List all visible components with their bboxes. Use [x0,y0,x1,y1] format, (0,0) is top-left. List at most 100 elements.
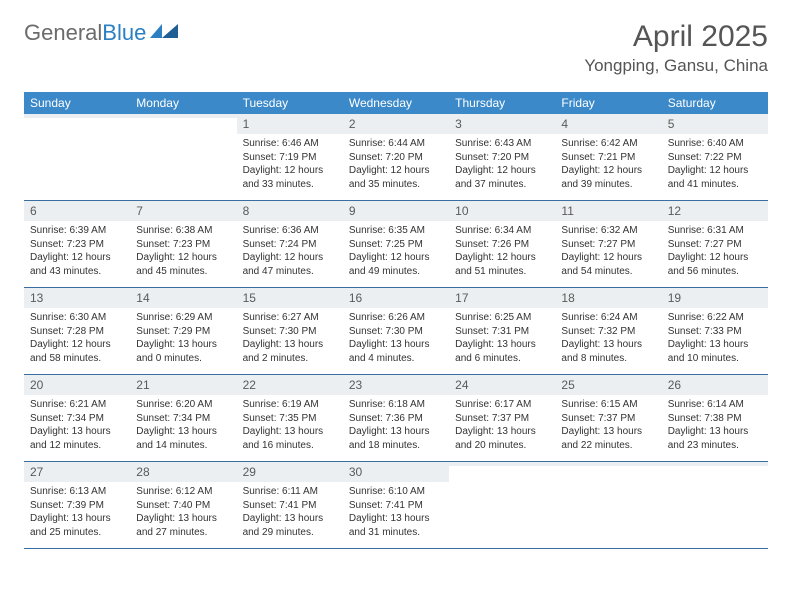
sunrise-text: Sunrise: 6:46 AM [243,137,337,151]
sunset-text: Sunset: 7:36 PM [349,412,443,426]
day-content: Sunrise: 6:10 AMSunset: 7:41 PMDaylight:… [343,482,449,544]
week-row: 13Sunrise: 6:30 AMSunset: 7:28 PMDayligh… [24,288,768,375]
day-content: Sunrise: 6:27 AMSunset: 7:30 PMDaylight:… [237,308,343,370]
sunset-text: Sunset: 7:31 PM [455,325,549,339]
sunrise-text: Sunrise: 6:17 AM [455,398,549,412]
sunset-text: Sunset: 7:23 PM [30,238,124,252]
daylight-text: Daylight: 13 hours and 4 minutes. [349,338,443,365]
day-cell: 25Sunrise: 6:15 AMSunset: 7:37 PMDayligh… [555,375,661,461]
page-title: April 2025 [584,20,768,54]
day-cell: 12Sunrise: 6:31 AMSunset: 7:27 PMDayligh… [662,201,768,287]
weekday-saturday: Saturday [662,92,768,114]
sunrise-text: Sunrise: 6:42 AM [561,137,655,151]
sunrise-text: Sunrise: 6:24 AM [561,311,655,325]
day-cell: 17Sunrise: 6:25 AMSunset: 7:31 PMDayligh… [449,288,555,374]
day-cell: 27Sunrise: 6:13 AMSunset: 7:39 PMDayligh… [24,462,130,548]
day-number: 22 [237,375,343,395]
sunrise-text: Sunrise: 6:31 AM [668,224,762,238]
day-number: 21 [130,375,236,395]
day-number: 15 [237,288,343,308]
day-number: 2 [343,114,449,134]
sunrise-text: Sunrise: 6:39 AM [30,224,124,238]
daylight-text: Daylight: 13 hours and 16 minutes. [243,425,337,452]
sunrise-text: Sunrise: 6:19 AM [243,398,337,412]
sunrise-text: Sunrise: 6:34 AM [455,224,549,238]
weeks-container: 1Sunrise: 6:46 AMSunset: 7:19 PMDaylight… [24,114,768,549]
sunrise-text: Sunrise: 6:22 AM [668,311,762,325]
sunrise-text: Sunrise: 6:11 AM [243,485,337,499]
day-number: 9 [343,201,449,221]
day-content: Sunrise: 6:38 AMSunset: 7:23 PMDaylight:… [130,221,236,283]
sunset-text: Sunset: 7:34 PM [136,412,230,426]
day-content: Sunrise: 6:25 AMSunset: 7:31 PMDaylight:… [449,308,555,370]
day-number: 10 [449,201,555,221]
sunset-text: Sunset: 7:25 PM [349,238,443,252]
day-cell: 1Sunrise: 6:46 AMSunset: 7:19 PMDaylight… [237,114,343,200]
sunrise-text: Sunrise: 6:21 AM [30,398,124,412]
sunrise-text: Sunrise: 6:36 AM [243,224,337,238]
day-content [130,118,236,178]
daylight-text: Daylight: 13 hours and 2 minutes. [243,338,337,365]
day-cell: 4Sunrise: 6:42 AMSunset: 7:21 PMDaylight… [555,114,661,200]
week-row: 6Sunrise: 6:39 AMSunset: 7:23 PMDaylight… [24,201,768,288]
day-content: Sunrise: 6:18 AMSunset: 7:36 PMDaylight:… [343,395,449,457]
day-cell [555,462,661,548]
sunrise-text: Sunrise: 6:27 AM [243,311,337,325]
day-number: 16 [343,288,449,308]
sunrise-text: Sunrise: 6:40 AM [668,137,762,151]
day-cell: 24Sunrise: 6:17 AMSunset: 7:37 PMDayligh… [449,375,555,461]
daylight-text: Daylight: 13 hours and 6 minutes. [455,338,549,365]
day-number: 5 [662,114,768,134]
day-cell: 13Sunrise: 6:30 AMSunset: 7:28 PMDayligh… [24,288,130,374]
daylight-text: Daylight: 12 hours and 54 minutes. [561,251,655,278]
daylight-text: Daylight: 12 hours and 39 minutes. [561,164,655,191]
day-content [449,466,555,526]
sunset-text: Sunset: 7:30 PM [243,325,337,339]
daylight-text: Daylight: 12 hours and 35 minutes. [349,164,443,191]
day-cell: 26Sunrise: 6:14 AMSunset: 7:38 PMDayligh… [662,375,768,461]
daylight-text: Daylight: 13 hours and 8 minutes. [561,338,655,365]
week-row: 20Sunrise: 6:21 AMSunset: 7:34 PMDayligh… [24,375,768,462]
day-number: 13 [24,288,130,308]
day-number: 27 [24,462,130,482]
day-content: Sunrise: 6:24 AMSunset: 7:32 PMDaylight:… [555,308,661,370]
weekday-thursday: Thursday [449,92,555,114]
sunrise-text: Sunrise: 6:32 AM [561,224,655,238]
sunset-text: Sunset: 7:20 PM [349,151,443,165]
daylight-text: Daylight: 12 hours and 49 minutes. [349,251,443,278]
daylight-text: Daylight: 12 hours and 43 minutes. [30,251,124,278]
day-cell: 9Sunrise: 6:35 AMSunset: 7:25 PMDaylight… [343,201,449,287]
sunset-text: Sunset: 7:40 PM [136,499,230,513]
daylight-text: Daylight: 12 hours and 47 minutes. [243,251,337,278]
day-content: Sunrise: 6:39 AMSunset: 7:23 PMDaylight:… [24,221,130,283]
day-number: 24 [449,375,555,395]
day-cell: 18Sunrise: 6:24 AMSunset: 7:32 PMDayligh… [555,288,661,374]
sunrise-text: Sunrise: 6:15 AM [561,398,655,412]
daylight-text: Daylight: 12 hours and 56 minutes. [668,251,762,278]
day-cell: 7Sunrise: 6:38 AMSunset: 7:23 PMDaylight… [130,201,236,287]
day-number: 11 [555,201,661,221]
sunset-text: Sunset: 7:27 PM [668,238,762,252]
daylight-text: Daylight: 13 hours and 12 minutes. [30,425,124,452]
day-cell [130,114,236,200]
day-number: 26 [662,375,768,395]
daylight-text: Daylight: 13 hours and 0 minutes. [136,338,230,365]
sunset-text: Sunset: 7:35 PM [243,412,337,426]
day-cell: 29Sunrise: 6:11 AMSunset: 7:41 PMDayligh… [237,462,343,548]
daylight-text: Daylight: 13 hours and 20 minutes. [455,425,549,452]
calendar: Sunday Monday Tuesday Wednesday Thursday… [24,92,768,549]
day-cell [449,462,555,548]
daylight-text: Daylight: 12 hours and 58 minutes. [30,338,124,365]
day-number: 7 [130,201,236,221]
sunset-text: Sunset: 7:26 PM [455,238,549,252]
day-cell: 23Sunrise: 6:18 AMSunset: 7:36 PMDayligh… [343,375,449,461]
day-cell: 6Sunrise: 6:39 AMSunset: 7:23 PMDaylight… [24,201,130,287]
day-content: Sunrise: 6:46 AMSunset: 7:19 PMDaylight:… [237,134,343,196]
daylight-text: Daylight: 13 hours and 22 minutes. [561,425,655,452]
sunrise-text: Sunrise: 6:44 AM [349,137,443,151]
sunset-text: Sunset: 7:21 PM [561,151,655,165]
weekday-wednesday: Wednesday [343,92,449,114]
sunrise-text: Sunrise: 6:43 AM [455,137,549,151]
day-cell [24,114,130,200]
logo-text-blue: Blue [102,20,146,46]
